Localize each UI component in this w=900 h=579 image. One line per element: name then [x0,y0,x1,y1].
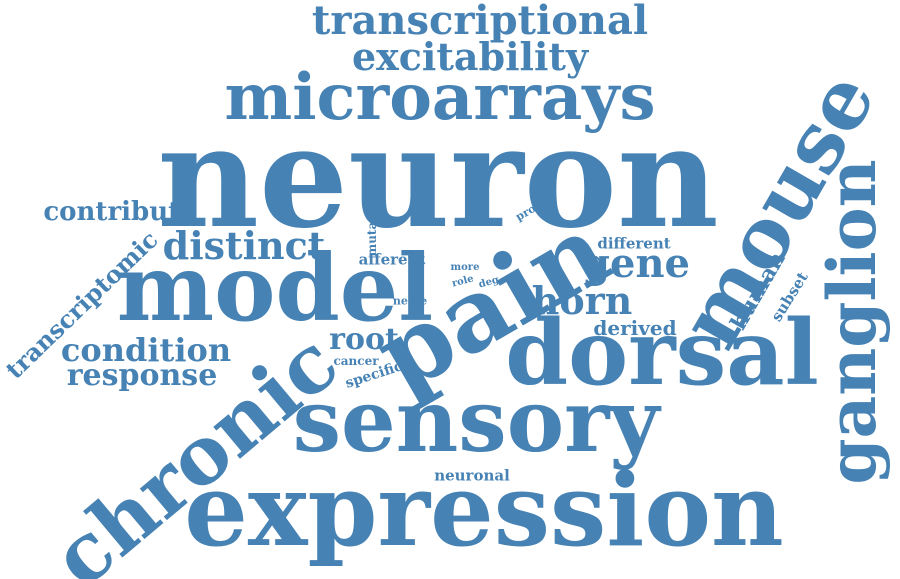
word-expression: expression [184,451,784,569]
word-model: model [116,234,434,342]
word-sensory: sensory [292,371,660,472]
word-gene: gene [582,240,690,287]
word-neuron: neuron [157,96,719,260]
word-mutant: mutant [365,207,379,257]
word-dorsal: dorsal [505,300,819,406]
word-ganglion: ganglion [813,159,891,485]
word-neuronal: neuronal [434,466,510,485]
word-condition: condition [60,331,232,369]
word-nerve: nerve [392,294,428,308]
word-derived: derived [593,316,677,340]
word-microarrays: microarrays [224,60,656,135]
word-distinct: distinct [162,223,326,268]
word-horn: horn [531,278,633,323]
word-response: response [66,358,218,393]
word-excitability: excitability [351,34,589,79]
word-contribute: contribute [43,197,197,227]
word-cancer: cancer [333,354,379,368]
word-different: different [597,234,671,253]
word-more: more [450,262,480,273]
word-transcriptional: transcriptional [311,0,649,44]
word-afferent: afferent [358,250,426,269]
word-root: root [329,322,399,357]
